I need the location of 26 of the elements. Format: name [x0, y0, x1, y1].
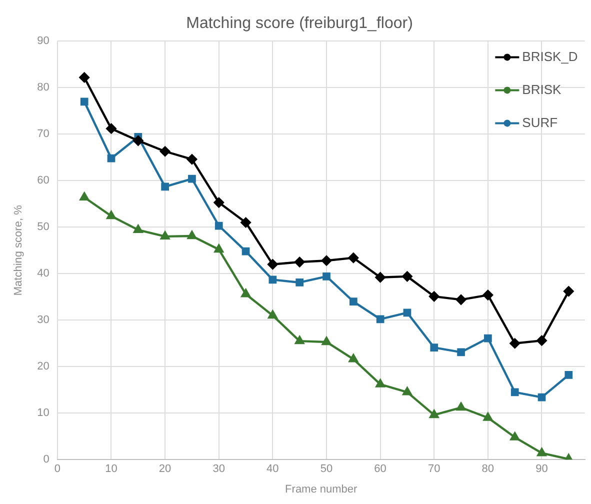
- y-tick-label: 20: [37, 360, 50, 373]
- legend-label: BRISK: [522, 82, 562, 97]
- x-tick-label: 10: [105, 463, 118, 476]
- x-tick-label: 50: [320, 463, 333, 476]
- x-axis-title: Frame number: [285, 483, 358, 496]
- y-tick-label: 40: [37, 268, 50, 280]
- y-axis-title: Matching score, %: [12, 204, 25, 296]
- x-tick-label: 70: [428, 463, 440, 476]
- chart-title: Matching score (freiburg1_floor): [186, 15, 413, 32]
- x-tick-label: 40: [266, 463, 279, 476]
- y-tick-label: 50: [37, 221, 50, 234]
- y-tick-label: 0: [43, 454, 50, 466]
- legend-label: SURF: [522, 114, 558, 130]
- x-tick-label: 90: [536, 463, 548, 476]
- y-tick-label: 30: [37, 314, 50, 326]
- y-tick-label: 70: [37, 128, 50, 140]
- legend-label: BRISK_D: [522, 48, 578, 64]
- x-tick-label: 20: [158, 463, 172, 476]
- y-tick-label: 80: [37, 82, 50, 94]
- y-tick-label: 10: [37, 407, 50, 420]
- y-tick-label: 60: [37, 174, 50, 187]
- x-tick-label: 80: [482, 463, 494, 476]
- x-tick-label: 60: [374, 463, 386, 476]
- x-tick-label: 30: [212, 463, 225, 476]
- x-tick-label: 0: [54, 463, 60, 476]
- y-tick-label: 90: [37, 35, 50, 48]
